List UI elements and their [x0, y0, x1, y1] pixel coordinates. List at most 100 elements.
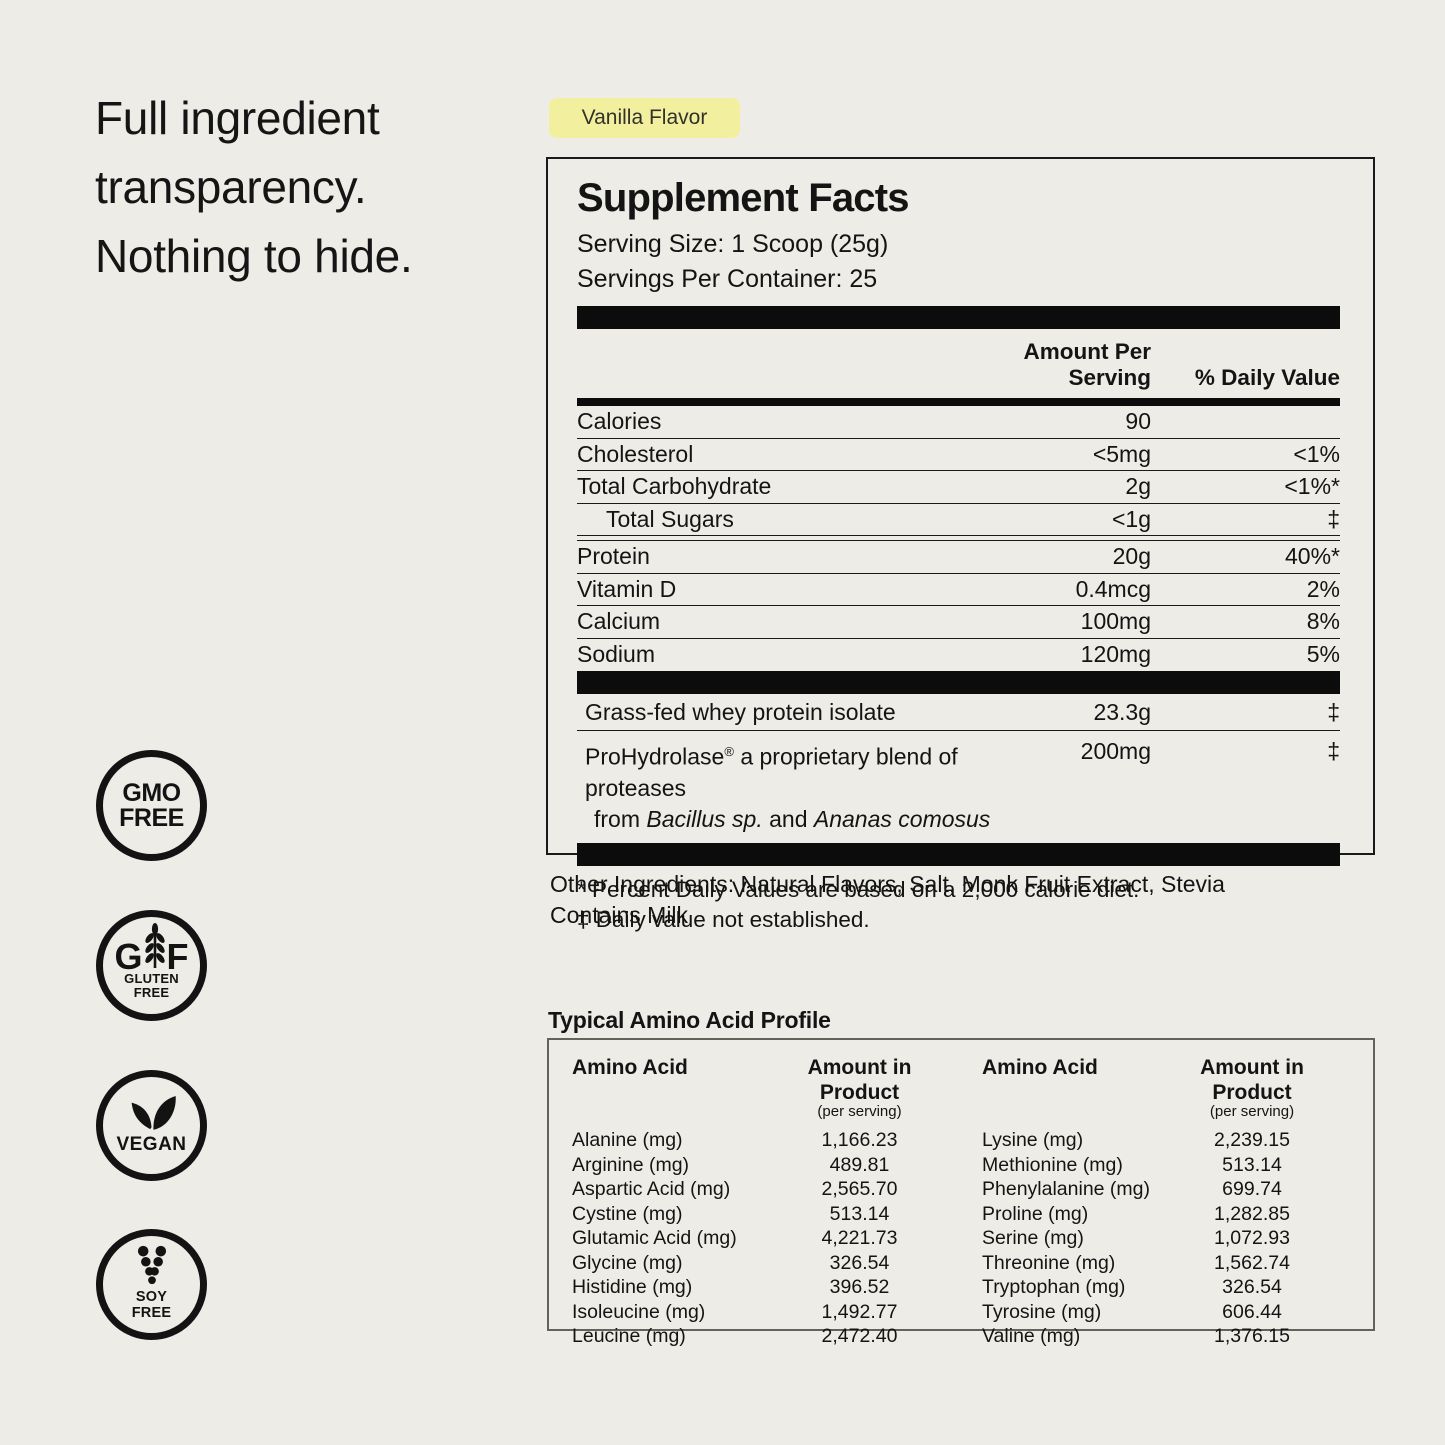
amino-amount: 2,565.70 — [821, 1178, 898, 1200]
amino-name: Tryptophan (mg) — [982, 1276, 1126, 1298]
amino-name: Aspartic Acid (mg) — [572, 1178, 731, 1200]
amino-name: Cystine (mg) — [572, 1202, 683, 1225]
amino-amount: 1,282.85 — [1214, 1202, 1290, 1225]
source-text: and — [762, 805, 814, 832]
amino-profile-title: Typical Amino Acid Profile — [548, 1007, 831, 1033]
prohydrolase-description: a proprietary blend of proteases — [585, 743, 958, 801]
amino-header-amount: Amount in Product — [1200, 1056, 1304, 1104]
divider-bar-mid — [577, 671, 1340, 694]
other-ingredients-line-2: Contains Milk — [550, 902, 689, 928]
amino-amount: 2,472.40 — [821, 1325, 898, 1347]
nutrient-row-calories: Calories 90 — [577, 406, 1340, 439]
amino-name: Methionine (mg) — [982, 1153, 1123, 1176]
amino-name: Valine (mg) — [982, 1325, 1081, 1347]
amino-amount: 1,072.93 — [1214, 1227, 1290, 1249]
soy-pod-icon — [137, 1245, 166, 1284]
other-ingredients: Other Ingredients: Natural Flavors, Salt… — [550, 869, 1395, 931]
amino-name: Alanine (mg) — [572, 1129, 683, 1151]
amino-name: Lysine (mg) — [982, 1129, 1084, 1151]
amino-name: Isoleucine (mg) — [572, 1300, 706, 1323]
headline-line: Full ingredient — [95, 92, 380, 144]
blend-name: ProHydrolase® a proprietary blend of pro… — [577, 736, 1001, 835]
amino-header-amount: Amount in Product — [807, 1056, 912, 1104]
blend-amount: 200mg — [1080, 738, 1151, 764]
badge-vegan-label: VEGAN — [116, 1134, 187, 1155]
amino-profile-table: Amino Acid Amount in Product (per servin… — [547, 1038, 1375, 1347]
source-text: from — [594, 805, 647, 832]
nutrient-dv: 40%* — [1285, 543, 1340, 570]
nutrient-name: Total Carbohydrate — [577, 473, 772, 500]
amino-name: Threonine (mg) — [982, 1251, 1116, 1274]
amino-name: Leucine (mg) — [572, 1325, 686, 1347]
amino-header-subtitle: (per serving) — [817, 1103, 902, 1120]
amino-column-group-left: Amino Acid Amount in Product (per servin… — [572, 1055, 947, 1347]
nutrient-name: Protein — [577, 543, 650, 570]
amino-amount: 489.81 — [829, 1153, 890, 1176]
badge-gmo-line1: GMO — [122, 778, 181, 807]
amino-amount: 1,492.77 — [821, 1300, 898, 1323]
divider-bar-bottom — [577, 842, 1340, 866]
blend-name: Grass-fed whey protein isolate — [585, 698, 896, 725]
amino-amount: 4,221.73 — [821, 1227, 898, 1249]
amino-amount: 1,562.74 — [1214, 1251, 1290, 1274]
wheat-icon — [144, 922, 165, 968]
badge-gf-line1: GLUTEN — [124, 970, 179, 986]
supplement-facts-panel: Supplement Facts Serving Size: 1 Scoop (… — [546, 157, 1375, 932]
amino-name: Arginine (mg) — [572, 1153, 690, 1176]
amino-header-name: Amino Acid — [572, 1056, 688, 1079]
flavor-badge: Vanilla Flavor — [549, 98, 740, 138]
prohydrolase-source-line: from Bacillus sp. and Ananas comosus — [585, 804, 1001, 835]
nutrient-dv: 2% — [1306, 575, 1340, 602]
double-rule — [577, 536, 1340, 541]
nutrient-row-cholesterol: Cholesterol <5mg <1% — [577, 439, 1340, 471]
badge-soy-free: SOY FREE — [96, 1229, 207, 1340]
nutrient-dv: 5% — [1306, 641, 1340, 668]
facts-header-row: Amount Per Serving % Daily Value — [577, 329, 1340, 398]
amino-name: Proline (mg) — [982, 1202, 1089, 1225]
nutrient-amount: 20g — [1112, 543, 1151, 570]
badge-gf-letter-g: G — [114, 935, 143, 977]
nutrient-dv: 8% — [1306, 608, 1340, 635]
nutrient-name: Calories — [577, 408, 662, 435]
amino-amount: 1,376.15 — [1214, 1325, 1290, 1347]
amino-amount: 513.14 — [829, 1202, 890, 1225]
amino-header-subtitle: (per serving) — [1209, 1103, 1295, 1120]
amino-amount: 396.52 — [829, 1276, 890, 1298]
blend-dv: ‡ — [1327, 738, 1340, 764]
nutrient-row-protein: Protein 20g 40%* — [577, 541, 1340, 574]
badge-gf-letter-f: F — [166, 935, 189, 977]
badge-gluten-free: G F GLUTEN FREE — [96, 910, 207, 1021]
headline-line: Nothing to hide. — [95, 230, 413, 282]
vegan-leaves-icon — [131, 1095, 176, 1130]
nutrient-name: Cholesterol — [577, 440, 694, 467]
headline-line: transparency. — [95, 161, 367, 213]
badge-soy-line2: FREE — [131, 1304, 172, 1321]
amino-amount: 326.54 — [1222, 1276, 1282, 1298]
badge-gf-letters: G F — [114, 922, 189, 977]
nutrient-name: Calcium — [577, 608, 661, 635]
species-name: Ananas comosus — [813, 805, 991, 832]
page-headline: Full ingredient transparency. Nothing to… — [95, 84, 413, 291]
nutrient-row-total-sugars: Total Sugars <1g ‡ — [577, 504, 1340, 536]
nutrient-name: Sodium — [577, 641, 655, 668]
amino-amount: 606.44 — [1222, 1300, 1282, 1323]
nutrient-row-calcium: Calcium 100mg 8% — [577, 606, 1340, 639]
nutrient-amount: <5mg — [1092, 440, 1151, 467]
amino-name: Glutamic Acid (mg) — [572, 1227, 737, 1249]
nutrient-row-total-carbohydrate: Total Carbohydrate 2g <1%* — [577, 471, 1340, 504]
nutrient-name: Total Sugars — [606, 505, 734, 532]
amino-header-name: Amino Acid — [982, 1056, 1098, 1079]
nutrient-amount: 120mg — [1080, 641, 1151, 668]
col-amount-header: Amount Per Serving — [1023, 339, 1151, 390]
amino-amount: 513.14 — [1222, 1153, 1282, 1176]
blend-dv: ‡ — [1327, 698, 1340, 725]
supplement-facts-title: Supplement Facts — [577, 176, 910, 220]
amino-amount: 2,239.15 — [1214, 1129, 1290, 1151]
badge-soy-line1: SOY — [135, 1288, 168, 1305]
badge-gf-line2: FREE — [133, 984, 170, 1000]
registered-mark: ® — [724, 744, 734, 759]
badge-gmo-free: GMO FREE — [96, 750, 207, 861]
nutrient-dv: <1%* — [1284, 473, 1340, 500]
footnote-asterisk: * Percent Daily Values are based on a 2,… — [577, 876, 1140, 902]
amino-name: Tyrosine (mg) — [982, 1300, 1102, 1323]
